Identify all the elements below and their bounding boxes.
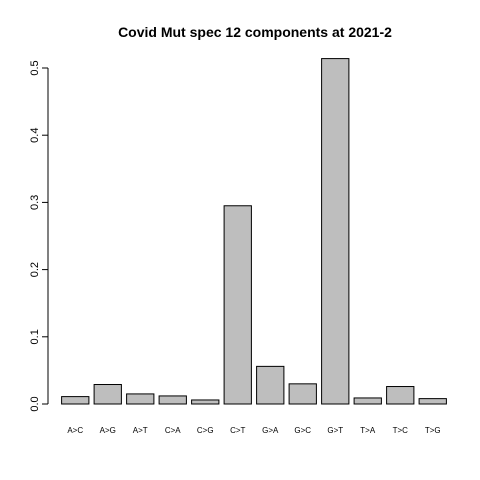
bar-A-to-C xyxy=(62,397,89,404)
bar-T-to-C xyxy=(387,387,414,404)
x-category-label: A>T xyxy=(133,426,148,435)
x-category-label: G>A xyxy=(262,426,279,435)
x-axis-labels: A>C A>G A>T C>A C>G C>T G>A G>C G>T T>A T>C T>G xyxy=(67,426,440,435)
x-category-label: G>C xyxy=(294,426,311,435)
y-tick-label: 0.1 xyxy=(29,329,41,344)
bar-A-to-G xyxy=(94,385,121,404)
x-category-label: C>G xyxy=(197,426,214,435)
bar-A-to-T xyxy=(127,394,154,404)
bar-G-to-T xyxy=(322,59,349,404)
x-category-label: T>C xyxy=(393,426,409,435)
bar-C-to-T xyxy=(224,206,251,404)
chart-title: Covid Mut spec 12 components at 2021-2 xyxy=(118,24,392,40)
y-axis: 0.0 0.1 0.2 0.3 0.4 0.5 xyxy=(29,60,48,411)
bar-T-to-G xyxy=(419,399,446,404)
x-category-label: A>C xyxy=(67,426,83,435)
x-category-label: G>T xyxy=(327,426,343,435)
bar-C-to-A xyxy=(159,396,186,404)
x-category-label: T>A xyxy=(360,426,376,435)
bar-T-to-A xyxy=(354,398,381,404)
y-tick-label: 0.0 xyxy=(29,396,41,411)
y-tick-label: 0.3 xyxy=(29,195,41,210)
bars xyxy=(62,59,447,404)
x-category-label: C>A xyxy=(165,426,181,435)
y-tick-label: 0.4 xyxy=(29,128,41,143)
bar-C-to-G xyxy=(192,400,219,404)
bar-G-to-C xyxy=(289,384,316,404)
x-category-label: T>G xyxy=(425,426,441,435)
bar-G-to-A xyxy=(257,366,284,404)
x-category-label: C>T xyxy=(230,426,245,435)
y-tick-label: 0.5 xyxy=(29,60,41,75)
x-category-label: A>G xyxy=(100,426,116,435)
y-tick-label: 0.2 xyxy=(29,262,41,277)
